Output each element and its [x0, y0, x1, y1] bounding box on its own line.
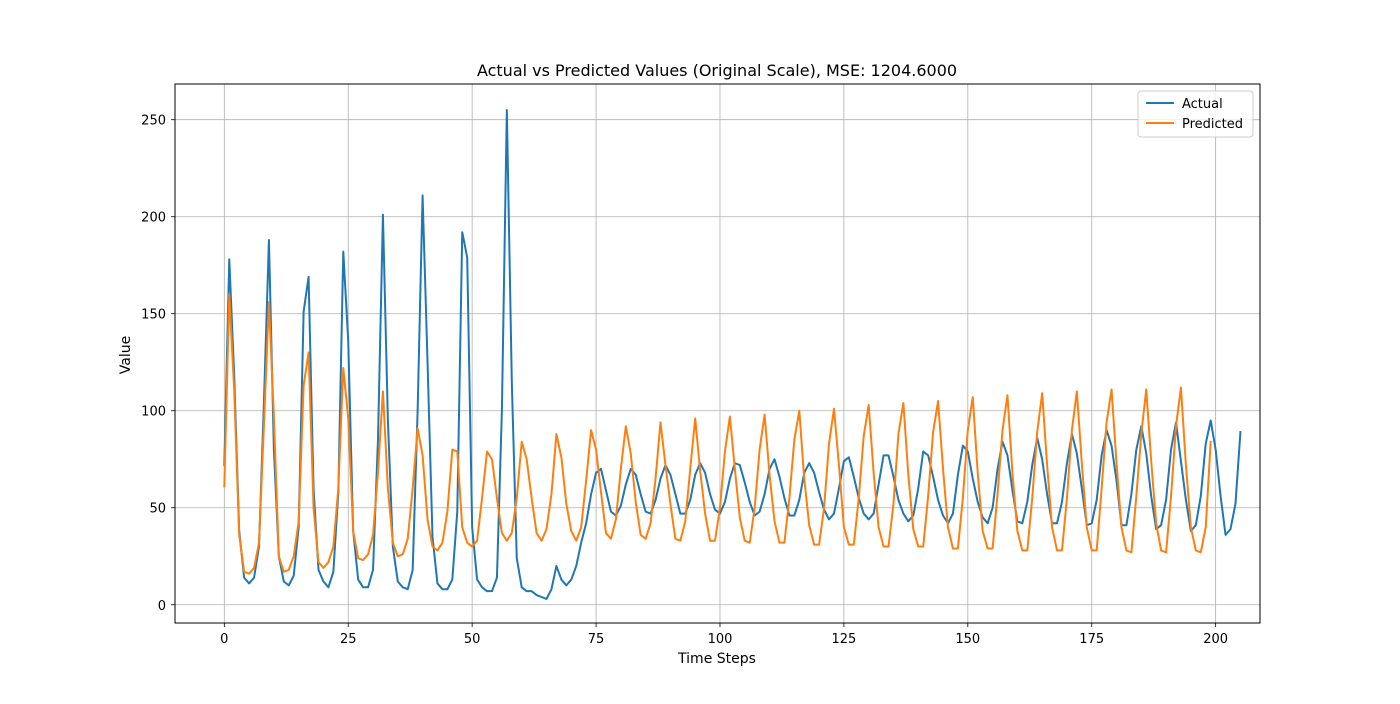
legend-label: Predicted	[1182, 117, 1243, 132]
x-tick-label: 25	[340, 632, 357, 647]
legend: Actual Predicted	[1137, 90, 1254, 138]
y-tick-label: 100	[141, 405, 166, 420]
y-tick-label: 200	[141, 211, 166, 226]
x-axis-label: Time Steps	[677, 651, 756, 667]
y-tick-label: 50	[149, 502, 166, 517]
y-tick-label: 0	[158, 599, 166, 614]
x-tick-label: 0	[220, 632, 228, 647]
y-tick-label: 250	[141, 114, 166, 129]
x-tick-label: 125	[831, 632, 856, 647]
y-tick-label: 150	[141, 308, 166, 323]
y-axis-label: Value	[118, 336, 134, 374]
series-lines	[223, 109, 1242, 600]
x-tick-label: 175	[1079, 632, 1104, 647]
x-axis-ticks: 0 25 50 75 100 125 150 175 200	[220, 623, 1228, 647]
x-tick-label: 200	[1203, 632, 1228, 647]
x-tick-label: 100	[708, 632, 733, 647]
x-tick-label: 150	[955, 632, 980, 647]
legend-label: Actual	[1182, 97, 1223, 112]
y-axis-ticks: 0 50 100 150 200 250	[141, 114, 175, 614]
grid-lines	[175, 84, 1260, 623]
x-tick-label: 50	[464, 632, 481, 647]
series-line-predicted	[223, 293, 1212, 575]
x-tick-label: 75	[588, 632, 605, 647]
plot-frame	[174, 83, 1261, 624]
chart-title: Actual vs Predicted Values (Original Sca…	[477, 61, 957, 80]
